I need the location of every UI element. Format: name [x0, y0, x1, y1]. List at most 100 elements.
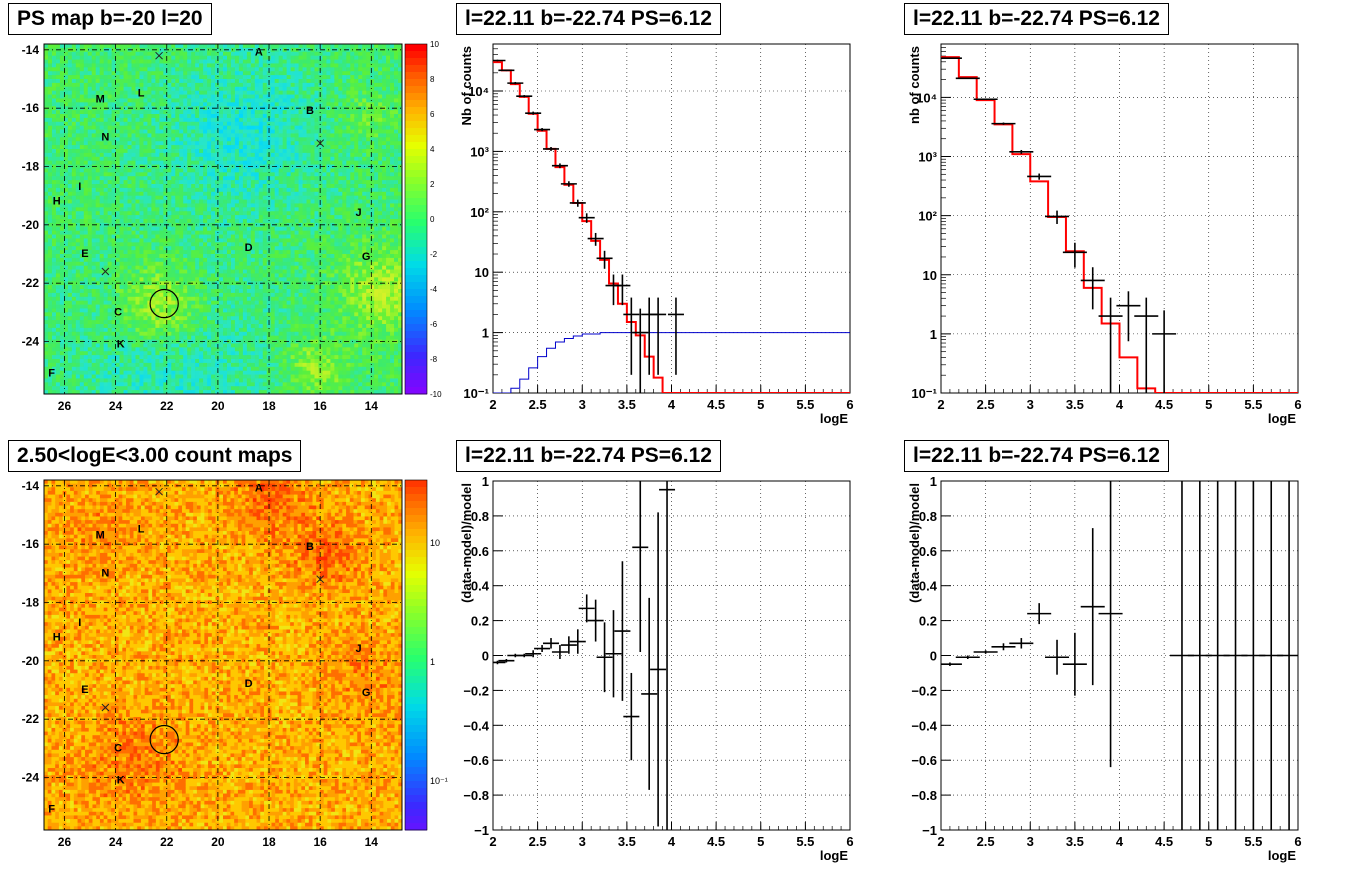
data-point [1027, 173, 1052, 180]
y-tick-label: 0 [482, 649, 489, 664]
colorbar-cell [405, 578, 427, 586]
y-tick-label: −0.6 [463, 753, 489, 768]
data-point [605, 274, 622, 306]
x-tick-label: 6 [1294, 397, 1301, 412]
res_left-panel: 2 2.5 3 3.5 4 4.5 5 5.5 6 −1 −0.8 −0.6 −0.4 −0.2 0 0.2 0… [459, 474, 854, 863]
y-tick-label: -20 [22, 218, 40, 232]
data-point [614, 561, 631, 701]
colorbar-cell [405, 121, 427, 129]
colorbar-cell [405, 156, 427, 164]
y-tick-label: 10³ [470, 144, 489, 159]
x-tick-label: 18 [262, 399, 276, 413]
data-point [605, 610, 622, 698]
x-axis-label: logE [1268, 848, 1296, 863]
colorbar-cell [405, 767, 427, 775]
data-point [493, 660, 506, 665]
residual-left-title: l=22.11 b=-22.74 PS=6.12 [456, 440, 721, 472]
colorbar-cell [405, 487, 427, 495]
colorbar-cell [405, 380, 427, 388]
colorbar-cell [405, 359, 427, 367]
data-point [551, 645, 568, 659]
colorbar-cell [405, 655, 427, 663]
data-point [543, 638, 560, 649]
colorbar-cell [405, 606, 427, 614]
colorbar-frame [404, 479, 428, 831]
x-tick-label: 2.5 [529, 834, 547, 849]
colorbar-cell [405, 823, 427, 831]
model-line [941, 56, 1298, 393]
y-tick-label: 10⁻¹ [463, 386, 489, 401]
x-tick-label: 22 [160, 835, 174, 849]
source-label: N [101, 131, 109, 143]
source-label: L [138, 88, 145, 100]
x-axis-label: logE [820, 848, 848, 863]
colorbar-tick-label: -2 [430, 250, 438, 259]
y-tick-label: 10³ [918, 150, 937, 165]
x-tick-label: 2.5 [977, 834, 995, 849]
colorbar-cell [405, 51, 427, 59]
count_map-colorbar: 10 1 10⁻¹ [404, 479, 448, 831]
spec_left-panel: 2 2.5 3 3.5 4 4.5 5 5.5 6 10⁻¹ 1 10 10² 10³ 10⁴ logE Nb … [459, 43, 854, 426]
colorbar-cell [405, 261, 427, 269]
x-tick-label: 14 [365, 399, 379, 413]
x-tick-label: 4 [668, 397, 676, 412]
model-line [493, 61, 850, 393]
colorbar-cell [405, 788, 427, 796]
y-tick-label: 10 [923, 268, 937, 283]
x-tick-label: 6 [846, 834, 853, 849]
x-tick-label: 22 [160, 399, 174, 413]
colorbar-cell [405, 149, 427, 157]
data-point [973, 98, 998, 101]
data-point [632, 308, 649, 393]
ps-circle [149, 724, 179, 755]
y-tick-label: 1 [482, 326, 489, 341]
data-point [1062, 632, 1087, 696]
colorbar-cell [405, 571, 427, 579]
cross-marker [155, 487, 163, 496]
x-tick-label: 20 [211, 399, 225, 413]
spec_right-panel: 2 2.5 3 3.5 4 4.5 5 5.5 6 10⁻¹ 1 10 10² 10³ 10⁴ logE nb … [907, 43, 1302, 426]
colorbar-tick-label: 10⁻¹ [430, 776, 448, 786]
colorbar-cell [405, 191, 427, 199]
data-point [1045, 639, 1070, 675]
y-tick-label: -22 [22, 712, 40, 726]
spectrum-left-title: l=22.11 b=-22.74 PS=6.12 [456, 3, 721, 35]
data-point [955, 655, 980, 659]
data-point [498, 69, 515, 72]
colorbar-cell [405, 662, 427, 670]
colorbar-cell [405, 205, 427, 213]
colorbar-cell [405, 613, 427, 621]
cross-marker [155, 51, 163, 60]
data-point [1098, 481, 1123, 768]
y-tick-label: -14 [22, 43, 40, 57]
x-tick-label: 2 [489, 397, 496, 412]
x-tick-label: 2.5 [977, 397, 995, 412]
colorbar-cell [405, 212, 427, 220]
colorbar-cell [405, 718, 427, 726]
colorbar-cell [405, 324, 427, 332]
colorbar-cell [405, 501, 427, 509]
x-tick-label: 4.5 [707, 397, 725, 412]
data-point [551, 163, 568, 169]
colorbar-cell [405, 480, 427, 488]
source-label: D [245, 678, 253, 690]
colorbar-cell [405, 529, 427, 537]
ps_map-cells [44, 44, 403, 395]
data-point [973, 650, 998, 654]
source-label: J [355, 643, 361, 655]
y-tick-label: -16 [22, 537, 40, 551]
colorbar-frame [404, 43, 428, 395]
y-tick-label: 1 [930, 327, 937, 342]
x-tick-label: 4.5 [1155, 834, 1173, 849]
colorbar-tick-label: 0 [430, 215, 435, 224]
source-label: B [306, 105, 314, 117]
x-tick-label: 3 [579, 834, 586, 849]
x-tick-label: 5.5 [796, 397, 814, 412]
x-tick-label: 5 [757, 834, 764, 849]
colorbar-cell [405, 79, 427, 87]
data-point [498, 658, 515, 663]
colorbar-cell [405, 387, 427, 395]
data-point [534, 128, 551, 132]
colorbar-cell [405, 93, 427, 101]
